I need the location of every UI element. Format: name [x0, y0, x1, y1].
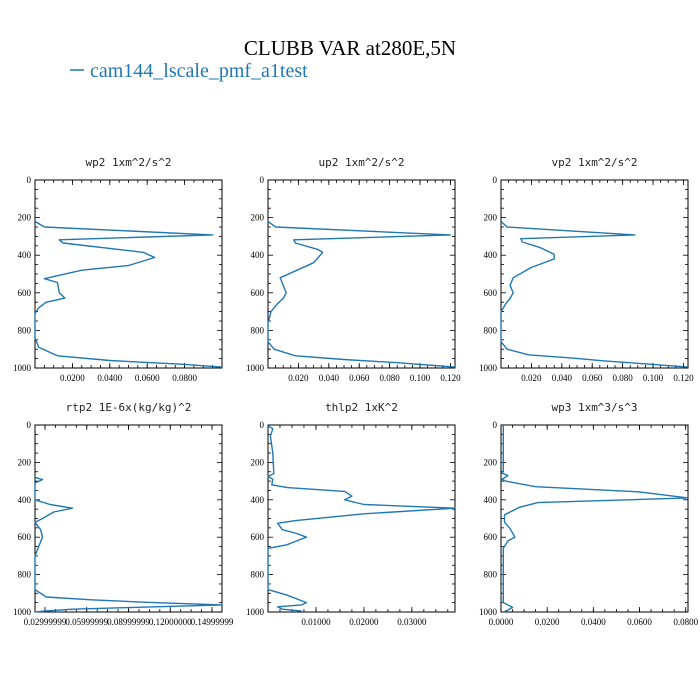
- y-tick-label: 200: [18, 213, 32, 223]
- series-line: [267, 425, 456, 612]
- x-tick-label: 0.02999999: [24, 617, 67, 627]
- x-tick-label: 0.080: [613, 373, 634, 383]
- series-line: [267, 220, 456, 368]
- plot-frame: [500, 179, 689, 369]
- y-tick-label: 0: [493, 175, 498, 185]
- x-tick-label: 0.020: [288, 373, 309, 383]
- y-tick-label: 600: [18, 532, 32, 542]
- y-tick-label: 600: [251, 288, 265, 298]
- panel-title: thlp2 1xK^2: [325, 401, 398, 414]
- y-tick-label: 1000: [246, 607, 265, 617]
- x-tick-label: 0.08999999: [107, 617, 150, 627]
- panel-1: wp2 1xm^2/s^2 0 200 400 600 800 1000 0.0200 0.04…: [13, 156, 223, 383]
- y-tick-label: 600: [251, 532, 265, 542]
- panel-3: vp2 1xm^2/s^2 0 200 400 600 800 1000 0.020 0.040…: [479, 156, 694, 383]
- x-tick-label: 0.0600: [627, 617, 652, 627]
- y-tick-label: 0: [27, 175, 32, 185]
- panel-title: rtp2 1E-6x(kg/kg)^2: [66, 401, 192, 414]
- y-tick-label: 0: [493, 420, 498, 430]
- series-line: [34, 476, 223, 613]
- x-tick-label: 0.060: [349, 373, 370, 383]
- x-tick-label: 0.14999999: [191, 617, 234, 627]
- y-tick-label: 400: [484, 495, 498, 505]
- x-tick-label: 0.0800: [673, 617, 698, 627]
- y-tick-label: 1000: [479, 363, 498, 373]
- y-tick-label: 1000: [479, 607, 498, 617]
- y-tick-label: 0: [260, 175, 265, 185]
- y-tick-label: 800: [18, 570, 32, 580]
- y-tick-label: 0: [27, 420, 32, 430]
- panel-title: wp2 1xm^2/s^2: [85, 156, 171, 169]
- x-tick-label: 0.0400: [97, 373, 122, 383]
- x-tick-label: 0.0400: [581, 617, 606, 627]
- plot-frame: [267, 424, 456, 613]
- y-tick-label: 800: [18, 325, 32, 335]
- y-tick-label: 1000: [13, 363, 32, 373]
- x-tick-label: 0.080: [380, 373, 401, 383]
- x-tick-label: 0.100: [643, 373, 664, 383]
- x-tick-label: 0.060: [582, 373, 603, 383]
- plot-frame: [34, 424, 223, 613]
- y-tick-label: 0: [260, 420, 265, 430]
- x-tick-label: 0.0600: [135, 373, 160, 383]
- x-tick-label: 0.120: [673, 373, 694, 383]
- series-line: [34, 220, 223, 368]
- panel-4: rtp2 1E-6x(kg/kg)^2 0 200 400 600 800 10000.02…: [13, 401, 234, 627]
- figure-title: CLUBB VAR at280E,5N: [244, 36, 456, 60]
- y-tick-label: 200: [484, 457, 498, 467]
- x-tick-label: 0.020: [521, 373, 542, 383]
- x-tick-label: 0.03000: [397, 617, 427, 627]
- x-tick-label: 0.01000: [301, 617, 331, 627]
- y-tick-label: 200: [251, 457, 265, 467]
- series-line: [501, 425, 689, 613]
- x-tick-label: 0.040: [552, 373, 573, 383]
- x-tick-label: 0.100: [410, 373, 431, 383]
- x-tick-label: 0.120: [440, 373, 461, 383]
- plot-frame: [500, 424, 689, 613]
- x-tick-label: 0.0200: [60, 373, 85, 383]
- y-tick-label: 600: [484, 532, 498, 542]
- y-tick-label: 800: [484, 325, 498, 335]
- y-tick-label: 400: [484, 250, 498, 260]
- x-tick-label: 0.12000000: [149, 617, 192, 627]
- plot-frame: [267, 179, 456, 369]
- y-tick-label: 800: [251, 325, 265, 335]
- x-tick-label: 0.05999999: [65, 617, 108, 627]
- panel-5: thlp2 1xK^2 0 200 400 600 800 1000 0.01000 0.020…: [246, 401, 456, 627]
- x-tick-label: 0.0800: [172, 373, 197, 383]
- y-tick-label: 400: [18, 250, 32, 260]
- y-tick-label: 400: [251, 495, 265, 505]
- y-tick-label: 200: [18, 457, 32, 467]
- x-tick-label: 0.02000: [349, 617, 379, 627]
- x-tick-label: 0.040: [319, 373, 340, 383]
- y-tick-label: 200: [251, 213, 265, 223]
- y-tick-label: 400: [18, 495, 32, 505]
- panel-title: wp3 1xm^3/s^3: [551, 401, 637, 414]
- y-tick-label: 1000: [13, 607, 32, 617]
- panel-title: up2 1xm^2/s^2: [318, 156, 404, 169]
- y-tick-label: 1000: [246, 363, 265, 373]
- y-tick-label: 400: [251, 250, 265, 260]
- y-tick-label: 800: [251, 570, 265, 580]
- y-tick-label: 800: [484, 570, 498, 580]
- y-tick-label: 600: [18, 288, 32, 298]
- y-tick-label: 200: [484, 213, 498, 223]
- panel-2: up2 1xm^2/s^2 0 200 400 600 800 1000 0.020 0.040…: [246, 156, 461, 383]
- legend-label: cam144_lscale_pmf_a1test: [90, 60, 308, 82]
- y-tick-label: 600: [484, 288, 498, 298]
- series-line: [500, 220, 689, 368]
- x-tick-label: 0.0000: [489, 617, 514, 627]
- x-tick-label: 0.0200: [535, 617, 560, 627]
- panel-title: vp2 1xm^2/s^2: [551, 156, 637, 169]
